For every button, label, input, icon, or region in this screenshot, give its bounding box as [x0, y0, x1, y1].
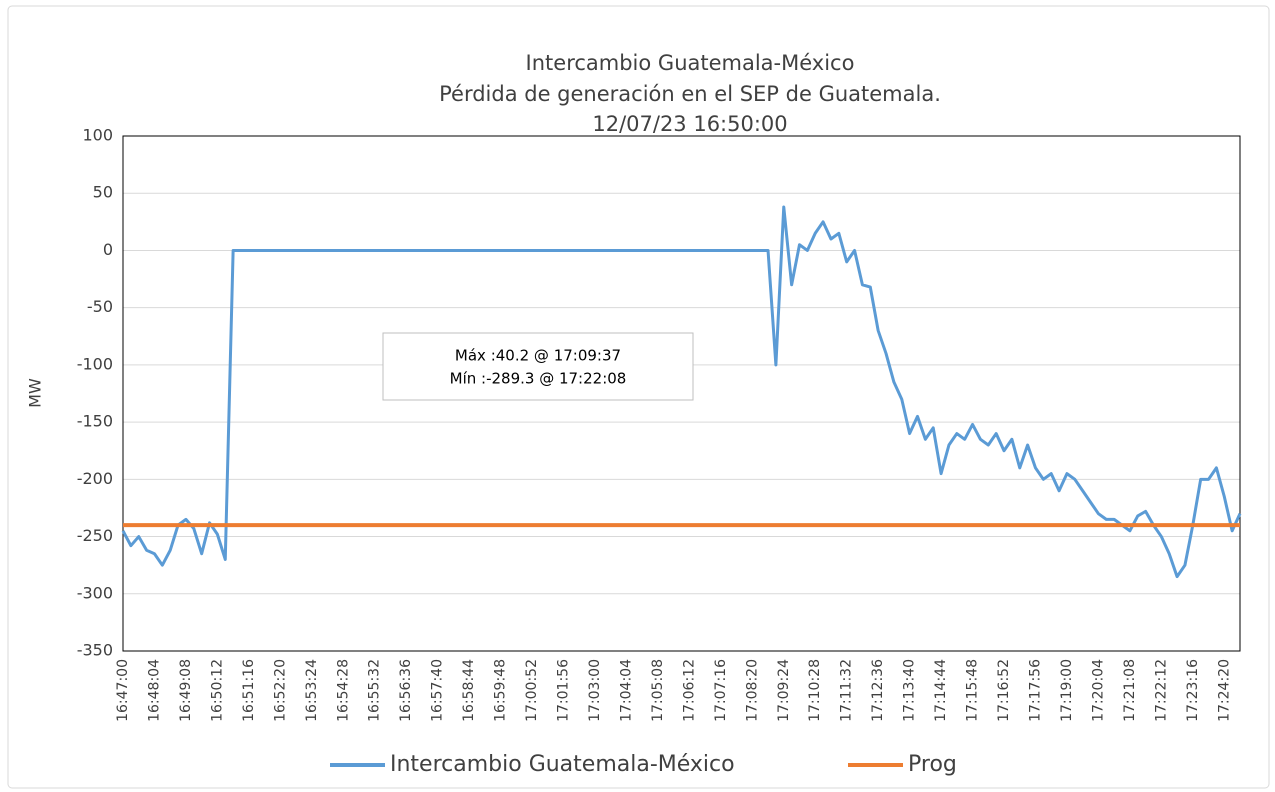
x-tick-label: 17:20:04: [1090, 659, 1106, 722]
plot-area: -350 -300 -250 -200 -150 -100 -50 0 50 100 16:47:0…: [77, 126, 1242, 722]
chart-subtitle: Pérdida de generación en el SEP de Guate…: [439, 82, 941, 106]
x-tick-label: 17:10:28: [807, 659, 823, 722]
x-tick-label: 16:56:36: [398, 659, 414, 722]
x-tick-label: 16:52:20: [272, 659, 288, 722]
x-tick-label: 16:48:04: [146, 659, 162, 722]
x-tick-label: 17:24:20: [1216, 659, 1232, 722]
annotation: Máx :40.2 @ 17:09:37: [455, 347, 621, 365]
x-tick-label: 17:12:36: [870, 659, 886, 722]
x-tick-label: 17:19:00: [1059, 659, 1075, 722]
y-tick-label: -100: [77, 354, 113, 373]
x-tick-label: 17:16:52: [996, 659, 1012, 722]
y-tick-label: -250: [77, 526, 113, 545]
x-tick-label: 16:58:44: [461, 659, 477, 722]
x-tick-label: 16:59:48: [493, 659, 509, 722]
y-tick-label: 50: [93, 183, 113, 202]
y-axis-label: MW: [26, 378, 45, 408]
x-tick-label: 17:09:24: [776, 659, 792, 722]
y-tick-label: -350: [77, 641, 113, 660]
x-tick-label: 17:07:16: [713, 659, 729, 722]
x-tick-label: 17:17:56: [1027, 659, 1043, 722]
y-tick-label: -150: [77, 412, 113, 431]
x-tick-label: 16:51:16: [241, 659, 257, 722]
y-tick-label: -300: [77, 583, 113, 602]
y-tick-label: 100: [82, 126, 113, 145]
x-tick-label: 17:13:40: [902, 659, 918, 722]
x-tick-label: 17:06:12: [681, 659, 697, 722]
x-tick-label: 16:53:24: [304, 659, 320, 722]
x-tick-label: 16:50:12: [209, 659, 225, 722]
x-tick-label: 17:05:08: [650, 659, 666, 722]
x-tick-label: 16:54:28: [335, 659, 351, 722]
legend-label: Prog: [908, 752, 957, 777]
y-tick-label: -200: [77, 469, 113, 488]
x-tick-label: 17:11:32: [839, 659, 855, 722]
x-tick-label: 17:14:44: [933, 659, 949, 722]
x-tick-label: 16:49:08: [178, 659, 194, 722]
x-tick-label: 16:47:00: [115, 659, 131, 722]
x-tick-label: 16:55:32: [367, 659, 383, 722]
x-tick-label: 17:22:12: [1153, 659, 1169, 722]
series-line: [121, 205, 1242, 579]
x-tick-label: 16:57:40: [430, 659, 446, 722]
x-tick-label: 17:00:52: [524, 659, 540, 722]
y-tick-label: 0: [103, 240, 113, 259]
chart-date: 12/07/23 16:50:00: [592, 112, 787, 136]
annotation: Mín :-289.3 @ 17:22:08: [450, 370, 627, 388]
chart-title: Intercambio Guatemala-México: [526, 51, 855, 75]
x-tick-label: 17:01:56: [556, 659, 572, 722]
plot-border: [122, 135, 1241, 652]
x-tick-label: 17:03:00: [587, 659, 603, 722]
legend-label: Intercambio Guatemala-México: [390, 752, 735, 777]
annotation-box: [382, 332, 694, 401]
y-tick-label: -50: [87, 297, 113, 316]
x-tick-label: 17:04:04: [618, 659, 634, 722]
x-tick-label: 17:23:16: [1185, 659, 1201, 722]
x-tick-label: 17:15:48: [965, 659, 981, 722]
x-tick-label: 17:21:08: [1122, 659, 1138, 722]
x-tick-label: 17:08:20: [744, 659, 760, 722]
